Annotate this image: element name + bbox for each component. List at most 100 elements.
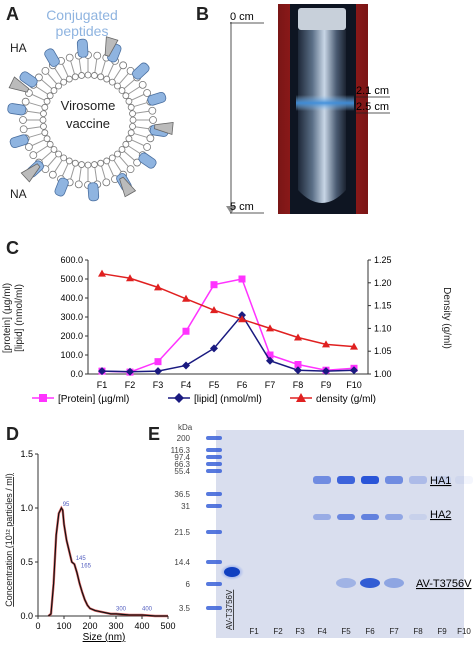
marker-label: 97.4 bbox=[174, 453, 190, 462]
chart-c-ytick-label: 0.0 bbox=[70, 369, 83, 379]
lipid-head-inner bbox=[127, 129, 135, 137]
chart-c-lipid-point bbox=[350, 366, 358, 375]
chart-c-xtick-label: F6 bbox=[237, 380, 248, 390]
peptide bbox=[76, 38, 89, 58]
lipid-head-inner bbox=[46, 92, 54, 100]
chart-c-xtick-label: F5 bbox=[209, 380, 220, 390]
chart-c-protein-point bbox=[182, 327, 190, 335]
lipid-head-inner bbox=[40, 123, 47, 130]
chart-c-series-line bbox=[101, 278, 355, 373]
chart-d-ytick-label: 1.0 bbox=[20, 503, 33, 513]
lipid-head bbox=[149, 116, 157, 124]
lane-label: F4 bbox=[317, 627, 327, 636]
chart-c-xtick-label: F4 bbox=[181, 380, 192, 390]
lipid-head-inner bbox=[114, 82, 121, 90]
lipid-head-inner bbox=[71, 73, 79, 81]
chart-c-ytick-label: 500.0 bbox=[60, 274, 83, 284]
chart-c-lipid-point bbox=[98, 367, 106, 376]
lipid-bilayer bbox=[7, 36, 174, 202]
chart-c-density-point bbox=[350, 342, 358, 350]
lane-label: F6 bbox=[365, 627, 375, 636]
lipid-head-inner bbox=[125, 97, 133, 105]
chart-d-peak-label: 145 bbox=[76, 556, 87, 562]
chart-c-lipid-point bbox=[322, 367, 330, 376]
lipid-head-inner bbox=[84, 161, 92, 169]
lipid-head-inner bbox=[129, 116, 137, 124]
lipid-head-inner bbox=[41, 129, 49, 137]
lipid-head-inner bbox=[55, 82, 62, 90]
lipid-head-inner bbox=[91, 72, 98, 79]
chart-c-y2tick-label: 1.25 bbox=[374, 255, 392, 265]
marker-band bbox=[206, 492, 222, 496]
chart-c-y2tick-label: 1.15 bbox=[374, 301, 392, 311]
glycoprotein bbox=[119, 176, 137, 198]
marker-band bbox=[206, 560, 222, 564]
gradient-tube-photo: 0 cm 2.1 cm 2.5 cm 5 cm bbox=[226, 4, 390, 214]
chart-c-ytick-label: 200.0 bbox=[60, 331, 83, 341]
lipid-head-inner bbox=[55, 150, 62, 158]
lipid-head bbox=[148, 106, 157, 115]
lipid-head bbox=[102, 178, 111, 187]
band-av bbox=[360, 578, 380, 588]
chart-c-left-ylabel: [protein] (µg/ml)[lipid] (nmol/ml) bbox=[2, 283, 25, 353]
chart-c-xtick-label: F8 bbox=[293, 380, 304, 390]
marker-label: 3.5 bbox=[179, 604, 191, 613]
lipid-head-inner bbox=[129, 123, 136, 130]
chart-d-series-line bbox=[48, 506, 168, 617]
peptide bbox=[19, 71, 38, 88]
lane-label: F10 bbox=[457, 627, 471, 636]
chart-c-density-point bbox=[210, 306, 218, 314]
conjugated-peptides-label: Conjugated peptides bbox=[46, 7, 118, 39]
marker-label: 200 bbox=[177, 434, 191, 443]
peptide bbox=[132, 62, 150, 80]
chart-d-peak-label: 300 bbox=[116, 607, 127, 613]
band-ha2 bbox=[409, 514, 427, 520]
lipid-head-inner bbox=[60, 154, 68, 162]
lipid-head-inner bbox=[122, 140, 130, 148]
marker-label: 66.3 bbox=[174, 460, 190, 469]
band-label-av: AV-T3756V bbox=[416, 578, 472, 590]
marker-band bbox=[206, 530, 222, 534]
lane-label: F8 bbox=[413, 627, 423, 636]
lipid-head-inner bbox=[71, 159, 79, 167]
chart-d-xtick-label: 200 bbox=[82, 621, 97, 631]
lipid-head-inner bbox=[122, 92, 130, 100]
panel-e-letter: E bbox=[148, 424, 161, 444]
lipid-head bbox=[119, 61, 128, 70]
lipid-head bbox=[34, 73, 43, 82]
peptide bbox=[7, 103, 27, 116]
chart-d-ytick-label: 0.5 bbox=[20, 557, 33, 567]
glycoprotein bbox=[104, 36, 119, 57]
chart-d-xtick-label: 500 bbox=[160, 621, 175, 631]
lane-label: F1 bbox=[249, 627, 259, 636]
chart-c-xtick-label: F3 bbox=[153, 380, 164, 390]
marker-band bbox=[206, 436, 222, 440]
band-ha1 bbox=[361, 476, 379, 484]
lipid-head bbox=[138, 80, 147, 89]
chart-c-xtick-label: F9 bbox=[321, 380, 332, 390]
legend-lipid-marker bbox=[174, 393, 184, 403]
lipid-head-inner bbox=[65, 75, 73, 83]
band-ha1 bbox=[455, 476, 473, 484]
legend-density-marker bbox=[296, 393, 306, 402]
panel-c-letter: C bbox=[6, 238, 19, 258]
chart-d-ytick-label: 1.5 bbox=[20, 449, 33, 459]
chart-c-lipid-point bbox=[210, 344, 218, 353]
lipid-head-inner bbox=[40, 110, 47, 117]
chart-c-protein-point bbox=[294, 361, 302, 368]
chart-c-ytick-label: 600.0 bbox=[60, 255, 83, 265]
lipid-head-inner bbox=[43, 97, 51, 105]
band-ha1 bbox=[313, 476, 331, 484]
chart-c-right-ylabel: Density (g/ml) bbox=[441, 287, 452, 349]
depth-0cm: 0 cm bbox=[230, 11, 254, 23]
lipid-head bbox=[19, 125, 28, 134]
lipid-head bbox=[29, 151, 38, 160]
lipid-head-inner bbox=[78, 72, 85, 79]
chart-c-xtick-label: F1 bbox=[97, 380, 108, 390]
lipid-head-inner bbox=[97, 159, 105, 167]
band-ha2 bbox=[313, 514, 331, 520]
lipid-head-inner bbox=[118, 87, 126, 94]
marker-label: 116.3 bbox=[171, 446, 191, 455]
depth-5cm: 5 cm bbox=[230, 201, 254, 213]
chart-c-lipid-point bbox=[266, 356, 274, 365]
